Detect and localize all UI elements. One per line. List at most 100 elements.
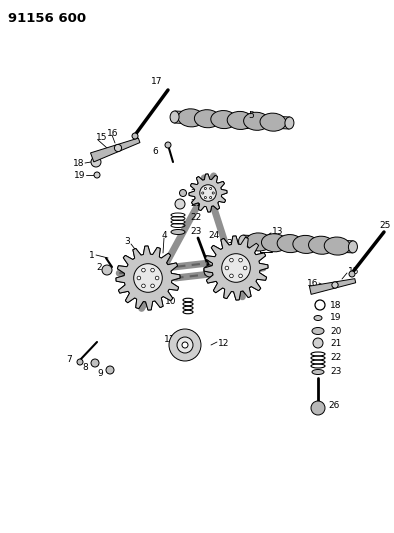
Polygon shape: [309, 279, 356, 294]
Text: 21: 21: [330, 338, 341, 348]
Circle shape: [177, 337, 193, 353]
Circle shape: [204, 188, 206, 190]
Text: 19: 19: [74, 171, 85, 180]
Text: 18: 18: [330, 301, 342, 310]
Text: 1: 1: [89, 251, 95, 260]
Circle shape: [202, 192, 204, 194]
Text: 18: 18: [72, 158, 84, 167]
Circle shape: [182, 342, 188, 348]
Text: 5: 5: [248, 110, 254, 119]
Circle shape: [332, 282, 338, 288]
Circle shape: [225, 266, 229, 270]
Text: 15: 15: [96, 133, 108, 142]
Circle shape: [210, 188, 212, 190]
Circle shape: [239, 274, 242, 278]
Text: 13: 13: [272, 228, 284, 237]
Circle shape: [77, 359, 83, 365]
Circle shape: [222, 254, 250, 282]
Text: 16: 16: [107, 128, 119, 138]
Circle shape: [134, 264, 162, 292]
Circle shape: [212, 192, 214, 194]
Circle shape: [141, 284, 145, 288]
Circle shape: [200, 185, 216, 201]
Text: 22: 22: [330, 353, 341, 362]
Circle shape: [210, 197, 212, 199]
Text: 91156 600: 91156 600: [8, 12, 86, 25]
Text: 23: 23: [190, 228, 201, 237]
Ellipse shape: [178, 109, 204, 127]
Ellipse shape: [227, 111, 253, 130]
Text: 26: 26: [328, 400, 339, 409]
Text: 17: 17: [151, 77, 163, 86]
Ellipse shape: [171, 230, 185, 235]
Text: 12: 12: [218, 338, 229, 348]
Text: 21: 21: [190, 199, 201, 208]
Polygon shape: [116, 246, 180, 310]
Polygon shape: [243, 235, 353, 253]
Ellipse shape: [293, 236, 319, 253]
Text: 20: 20: [190, 189, 201, 198]
Text: 11: 11: [164, 335, 175, 344]
Ellipse shape: [194, 110, 220, 128]
Circle shape: [204, 197, 206, 199]
Circle shape: [239, 259, 242, 262]
Circle shape: [137, 276, 141, 280]
Text: 10: 10: [165, 297, 176, 306]
Circle shape: [91, 359, 99, 367]
Text: 24: 24: [208, 230, 219, 239]
Circle shape: [106, 366, 114, 374]
Ellipse shape: [348, 241, 357, 253]
Text: 16: 16: [307, 279, 318, 287]
Text: 6: 6: [152, 147, 158, 156]
Text: 8: 8: [82, 362, 88, 372]
Circle shape: [210, 197, 212, 199]
Circle shape: [91, 157, 101, 167]
Circle shape: [204, 188, 206, 190]
Polygon shape: [204, 236, 268, 300]
Circle shape: [137, 276, 141, 280]
Text: 9: 9: [97, 369, 103, 378]
Circle shape: [94, 172, 100, 178]
Polygon shape: [116, 246, 180, 310]
Circle shape: [230, 259, 233, 262]
Circle shape: [230, 274, 233, 278]
Circle shape: [102, 265, 112, 275]
Circle shape: [243, 266, 247, 270]
Ellipse shape: [312, 369, 324, 375]
Circle shape: [202, 192, 204, 194]
Text: 14: 14: [241, 257, 252, 266]
Circle shape: [169, 329, 201, 361]
Polygon shape: [174, 111, 290, 129]
Circle shape: [239, 274, 242, 278]
Text: 15: 15: [348, 268, 359, 277]
Circle shape: [141, 268, 145, 272]
Circle shape: [311, 401, 325, 415]
Text: 20: 20: [330, 327, 341, 335]
Polygon shape: [189, 174, 227, 212]
Circle shape: [114, 144, 122, 151]
Ellipse shape: [260, 113, 286, 131]
Circle shape: [141, 284, 145, 288]
Circle shape: [243, 266, 247, 270]
Circle shape: [200, 185, 216, 201]
Text: 3: 3: [226, 238, 232, 247]
Polygon shape: [189, 174, 227, 212]
Ellipse shape: [277, 235, 303, 253]
Circle shape: [180, 190, 186, 197]
Text: 23: 23: [330, 367, 341, 376]
Text: 7: 7: [66, 356, 72, 365]
Text: 2: 2: [97, 262, 102, 271]
Circle shape: [204, 197, 206, 199]
Ellipse shape: [285, 117, 294, 129]
Ellipse shape: [262, 234, 288, 252]
Polygon shape: [204, 236, 268, 300]
Circle shape: [175, 199, 185, 209]
Circle shape: [151, 284, 154, 288]
Circle shape: [230, 274, 233, 278]
Ellipse shape: [309, 236, 335, 254]
Circle shape: [165, 142, 171, 148]
Circle shape: [239, 259, 242, 262]
Polygon shape: [91, 138, 140, 162]
Circle shape: [155, 276, 159, 280]
Circle shape: [225, 266, 229, 270]
